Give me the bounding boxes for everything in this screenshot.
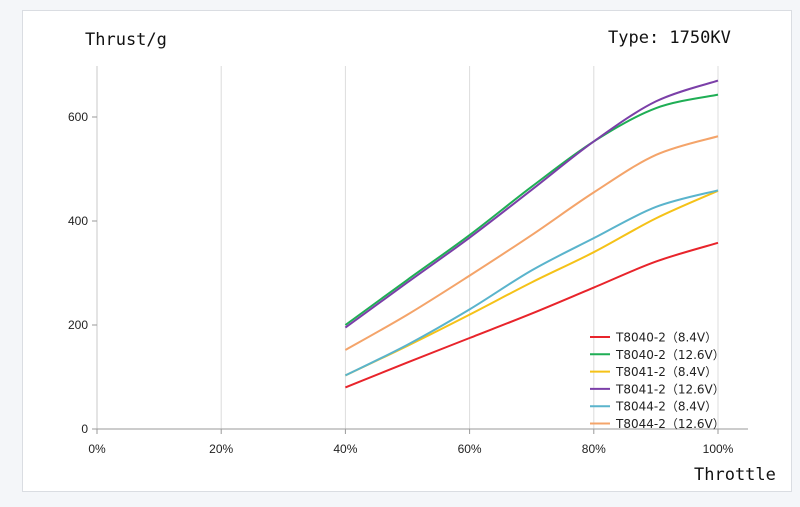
x-tick-label: 100% [703,442,734,456]
x-tick-label: 20% [209,442,233,456]
chart-frame [22,10,792,492]
x-axis-label: Throttle [694,465,776,485]
series-line-2 [344,93,719,326]
y-tick-label: 200 [68,318,88,332]
series-line-4 [344,79,719,329]
type-annotation: Type: 1750KV [608,28,731,48]
legend-label: T8044-2（12.6V） [615,417,725,431]
y-axis-label: Thrust/g [85,30,167,50]
legend-label: T8041-2（12.6V） [615,382,725,396]
legend-label: T8044-2（8.4V） [615,400,717,414]
y-tick-label: 600 [68,110,88,124]
legend-label: T8041-2（8.4V） [615,365,717,379]
y-tick-label: 0 [81,422,88,436]
x-tick-label: 0% [88,442,106,456]
x-tick-label: 80% [582,442,606,456]
y-tick-label: 400 [68,214,88,228]
x-tick-label: 60% [458,442,482,456]
x-tick-label: 40% [333,442,357,456]
series-line-5 [344,189,719,377]
legend-label: T8040-2（8.4V） [615,331,717,345]
series-line-1 [345,241,719,389]
legend-label: T8040-2（12.6V） [615,348,725,362]
series-line-6 [344,135,719,351]
